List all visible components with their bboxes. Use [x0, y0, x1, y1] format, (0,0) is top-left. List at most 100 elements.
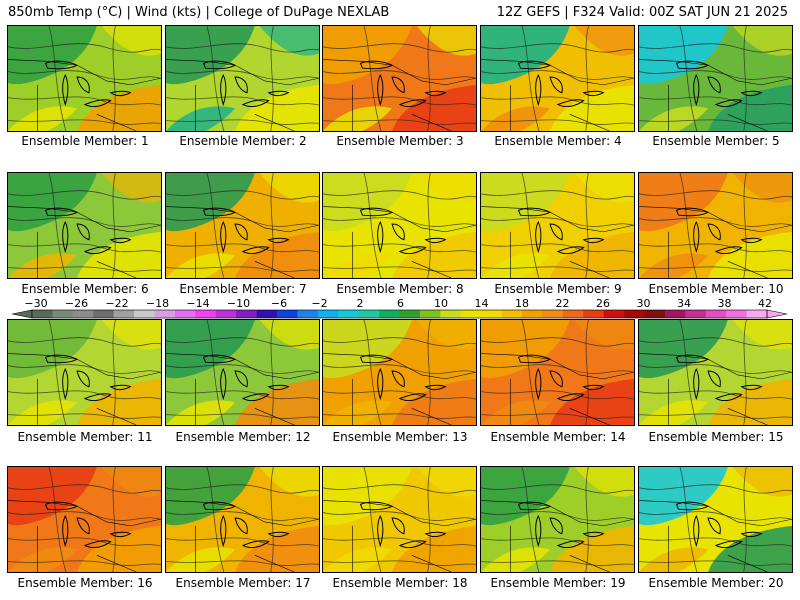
contour-line [481, 364, 634, 374]
lake-outline [582, 384, 605, 391]
temp-shade [235, 84, 319, 131]
ensemble-panel [322, 319, 477, 426]
lake-outline [241, 99, 270, 108]
border-line [166, 206, 319, 233]
ensemble-member-label: Ensemble Member: 15 [648, 430, 784, 444]
ensemble-member-label: Ensemble Member: 12 [175, 430, 311, 444]
contour-line [166, 413, 319, 419]
ensemble-map [8, 320, 161, 425]
ensemble-map [481, 320, 634, 425]
colorbar-swatch [460, 310, 482, 318]
colorbar-arrow-right [766, 309, 788, 319]
temp-shade [416, 26, 476, 56]
colorbar-swatch [154, 310, 176, 318]
colorbar-swatch [93, 310, 114, 318]
contour-line [206, 173, 225, 278]
contour-line [8, 337, 161, 347]
border-line [727, 114, 768, 131]
colorbar-swatch [746, 310, 768, 318]
contour-line [481, 266, 634, 272]
ensemble-map [481, 173, 634, 278]
contour-line [585, 467, 589, 572]
contour-line [639, 413, 792, 419]
colorbar-tick-label: 2 [357, 297, 364, 310]
border-line [96, 114, 137, 131]
lake-outline [740, 90, 763, 97]
ensemble-map [481, 26, 634, 131]
contour-line [166, 537, 319, 547]
contour-line [521, 26, 540, 131]
temp-shade [166, 547, 236, 572]
colorbar-tick-label: −26 [65, 297, 88, 310]
contour-line [166, 70, 319, 80]
colorbar-tick-label: −2 [311, 297, 327, 310]
temp-shade [235, 231, 319, 278]
colorbar-swatch [32, 310, 53, 318]
temp-shade [416, 467, 476, 497]
border-line [166, 59, 319, 86]
temp-shade [8, 547, 78, 572]
temp-shade [166, 467, 255, 526]
contour-line [8, 70, 161, 80]
border-line [96, 555, 137, 572]
temp-shade [166, 400, 236, 425]
ensemble-member-label: Ensemble Member: 10 [648, 282, 784, 296]
temp-shade [77, 231, 161, 278]
colorbar-swatch [338, 310, 359, 318]
ensemble-map [639, 467, 792, 572]
lake-outline [398, 393, 427, 402]
contour-line [639, 70, 792, 80]
valid-time: 12Z GEFS | F324 Valid: 00Z SAT JUN 21 20… [496, 5, 788, 20]
lake-outline [241, 540, 270, 549]
lake-outline [391, 223, 405, 241]
contour-line [481, 537, 634, 547]
lake-outline [267, 237, 290, 244]
colorbar-swatch [379, 310, 400, 318]
border-line [254, 555, 295, 572]
temp-shade [8, 320, 97, 379]
lake-outline [377, 367, 384, 401]
contour-line [270, 320, 274, 425]
contour-line [639, 511, 792, 521]
contour-line [639, 390, 792, 400]
temp-shade [708, 378, 792, 425]
temp-shade [166, 320, 255, 379]
lake-outline [220, 367, 227, 401]
colorbar-swatch [113, 310, 135, 318]
colorbar-swatch [624, 310, 645, 318]
lake-outline [535, 367, 542, 401]
contour-line [363, 467, 382, 572]
temp-shade [639, 26, 728, 85]
temp-shade [8, 253, 78, 278]
temp-shade [481, 400, 551, 425]
lake-outline [377, 514, 384, 548]
contour-line [166, 560, 319, 566]
contour-line [363, 26, 382, 131]
contour-line [166, 337, 319, 347]
ensemble-map [639, 26, 792, 131]
lake-outline [535, 220, 542, 254]
contour-line [481, 217, 634, 227]
contour-line [481, 413, 634, 419]
temp-shade [259, 173, 319, 203]
ensemble-member-label: Ensemble Member: 8 [336, 282, 464, 296]
colorbar-arrow-left [11, 309, 33, 319]
lake-outline [693, 73, 700, 107]
contour-line [270, 26, 274, 131]
border-line [639, 59, 792, 86]
ensemble-panel [480, 172, 635, 279]
lake-outline [62, 367, 69, 401]
lake-outline [83, 540, 112, 549]
contour-line [270, 467, 274, 572]
lake-outline [740, 384, 763, 391]
lake-outline [549, 76, 563, 94]
temp-shade [323, 547, 393, 572]
ensemble-panel [638, 172, 793, 279]
colorbar-tick-label: 22 [556, 297, 570, 310]
colorbar-swatch [277, 310, 298, 318]
temp-shade [101, 26, 161, 56]
temp-shade [323, 253, 393, 278]
contour-line [427, 173, 431, 278]
border-line [323, 500, 476, 527]
contour-line [323, 364, 476, 374]
